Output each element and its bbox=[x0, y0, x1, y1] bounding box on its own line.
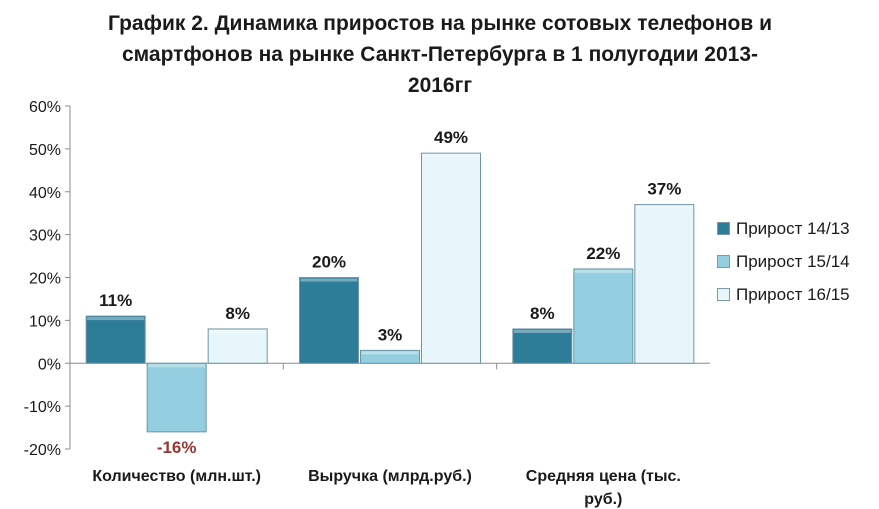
data-label: 49% bbox=[434, 128, 468, 147]
y-tick-label: 60% bbox=[29, 99, 61, 116]
bar bbox=[573, 268, 634, 364]
bar bbox=[421, 152, 481, 364]
bar-highlight bbox=[574, 269, 632, 273]
bar-highlight bbox=[361, 351, 419, 355]
y-tick-label: -10% bbox=[24, 399, 61, 416]
y-tick-label: 0% bbox=[38, 356, 61, 373]
legend-swatch bbox=[717, 222, 730, 235]
category-label: Количество (млн.шт.) bbox=[92, 468, 261, 485]
chart-title-line: 2016гг bbox=[407, 74, 473, 97]
bar bbox=[360, 349, 420, 364]
data-label: 22% bbox=[586, 244, 620, 263]
category-label: руб.) bbox=[584, 491, 622, 508]
legend-item: Прирост 16/15 bbox=[717, 278, 850, 311]
legend-label: Прирост 16/15 bbox=[736, 284, 850, 304]
legend-swatch bbox=[717, 255, 730, 268]
legend-item: Прирост 15/14 bbox=[717, 245, 850, 278]
data-label: 20% bbox=[312, 253, 346, 272]
category-label: Средняя цена (тыс. bbox=[526, 468, 681, 485]
data-label: 8% bbox=[530, 304, 555, 323]
y-tick-label: 20% bbox=[29, 271, 61, 288]
y-tick-label: 10% bbox=[29, 313, 61, 330]
data-label: 8% bbox=[225, 304, 250, 323]
bar-highlight bbox=[300, 278, 358, 282]
bar-highlight bbox=[422, 154, 480, 158]
data-label: -16% bbox=[157, 438, 197, 457]
bar bbox=[299, 277, 359, 364]
chart-title-line: смартфонов на рынке Санкт-Петербурга в 1… bbox=[121, 43, 759, 66]
bar bbox=[85, 315, 146, 364]
data-label: 3% bbox=[378, 325, 403, 344]
bar-highlight bbox=[513, 329, 571, 333]
y-tick-label: -20% bbox=[24, 442, 61, 459]
y-tick-label: 40% bbox=[29, 185, 61, 202]
bar bbox=[207, 328, 268, 364]
legend-swatch bbox=[717, 288, 730, 301]
bar-highlight bbox=[635, 205, 693, 209]
bar bbox=[146, 362, 207, 433]
legend-label: Прирост 15/14 bbox=[736, 251, 850, 271]
legend-item: Прирост 14/13 bbox=[717, 212, 850, 245]
category-label: Выручка (млрд.руб.) bbox=[308, 468, 472, 485]
chart-title-line: График 2. Динамика приростов на рынке со… bbox=[108, 12, 772, 35]
legend-label: Прирост 14/13 bbox=[736, 218, 850, 238]
bar-highlight bbox=[209, 329, 267, 333]
y-tick-label: 50% bbox=[29, 142, 61, 159]
y-tick-label: 30% bbox=[29, 228, 61, 245]
bar bbox=[634, 204, 695, 364]
bar-highlight bbox=[87, 317, 145, 321]
chart-title: График 2. Динамика приростов на рынке со… bbox=[60, 8, 820, 101]
data-label: 37% bbox=[647, 180, 681, 199]
legend: Прирост 14/13 Прирост 15/14 Прирост 16/1… bbox=[717, 212, 850, 311]
data-label: 11% bbox=[99, 291, 132, 310]
bar bbox=[512, 328, 573, 364]
bar-highlight bbox=[148, 364, 206, 368]
